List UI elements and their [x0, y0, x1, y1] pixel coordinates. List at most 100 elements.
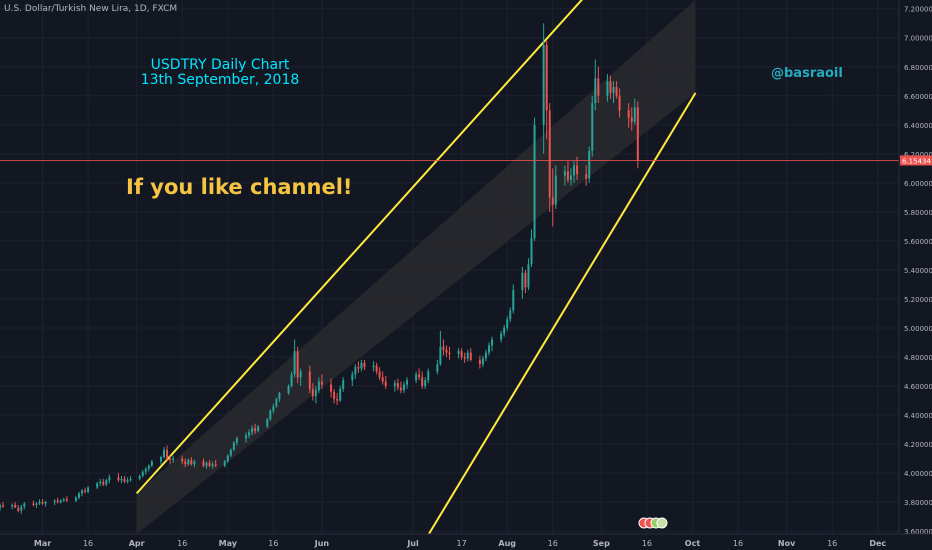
candle [506, 316, 509, 331]
price-tick-label: 4.80000 [904, 354, 932, 362]
candle [542, 23, 545, 154]
channel-lower-line [418, 92, 697, 550]
candle [524, 269, 527, 294]
candle [339, 385, 342, 402]
candle-body [512, 290, 515, 311]
candle-body [405, 380, 408, 385]
candle-body [573, 165, 576, 176]
candle [585, 165, 588, 186]
candle [293, 339, 296, 378]
time-tick-label: 16 [827, 539, 837, 548]
candle-body [159, 457, 162, 462]
candle [612, 81, 615, 104]
candle-body [351, 374, 354, 381]
candle-body [163, 449, 166, 458]
candle-body [427, 371, 430, 381]
candle [418, 368, 421, 381]
candle [351, 371, 354, 386]
candle [120, 475, 123, 484]
candle [266, 417, 269, 429]
price-tick-label: 5.00000 [904, 325, 932, 333]
candle [248, 429, 251, 439]
candle [123, 475, 126, 484]
candle-body [41, 502, 44, 504]
candle-body [87, 487, 90, 492]
candle [126, 477, 129, 484]
price-tick-label: 7.00000 [904, 35, 932, 43]
candle [278, 391, 281, 402]
candle [384, 375, 387, 389]
candle-body [460, 351, 463, 357]
price-tick-label: 5.40000 [904, 267, 932, 275]
candle-body [424, 380, 427, 386]
candle-body [181, 458, 184, 462]
candle [636, 101, 639, 169]
candle [569, 168, 572, 186]
candle [311, 383, 314, 401]
candle [460, 348, 463, 360]
candle [108, 474, 111, 484]
candle [14, 502, 17, 508]
time-axis[interactable]: Mar 16 Apr 16 May 16 Jun Jul 17 Aug 16 Sep 16 Oct 16 No… [0, 533, 932, 550]
candle-body [65, 499, 68, 501]
candle [563, 165, 566, 186]
candle-body [627, 110, 630, 118]
candle [41, 499, 44, 505]
candle-body [205, 462, 208, 466]
candle-body [23, 503, 26, 507]
candle [299, 368, 302, 386]
candle [372, 361, 375, 372]
candle-body [190, 459, 193, 465]
candle [184, 458, 187, 468]
candle [597, 66, 600, 104]
symbol-title: U.S. Dollar/Turkish New Lira, 1D, FXCM [4, 4, 178, 14]
event-markers[interactable] [638, 517, 668, 529]
candle-body [108, 477, 111, 481]
candle-body [254, 428, 257, 431]
candle [448, 346, 451, 360]
candle-body [120, 478, 123, 481]
candle [573, 161, 576, 183]
candle-body [396, 383, 399, 388]
candle [457, 348, 460, 359]
candle [181, 455, 184, 465]
candle-body [500, 333, 503, 340]
candle [214, 459, 217, 468]
candle-body [484, 352, 487, 359]
candle [74, 496, 77, 503]
candle-body [248, 432, 251, 436]
candle [229, 448, 232, 458]
candle [65, 496, 68, 503]
price-tick-label: 5.80000 [904, 209, 932, 217]
candle [551, 168, 554, 227]
candle-body [448, 352, 451, 355]
candle-body [84, 490, 87, 492]
candle-body [487, 345, 490, 353]
candle-body [320, 381, 323, 385]
time-tick-label: 16 [733, 539, 743, 548]
candlestick-series [0, 23, 639, 514]
candle [354, 364, 357, 379]
candle-body [235, 438, 238, 443]
candle-body [463, 356, 466, 359]
price-tick-label: 6.40000 [904, 122, 932, 130]
price-axis[interactable]: 7.20000 7.00000 6.80000 6.60000 6.40000 6.200… [898, 0, 932, 550]
candle [466, 349, 469, 362]
price-tick-label: 4.60000 [904, 383, 932, 391]
candle-body [585, 174, 588, 179]
author-handle: @basraoil [771, 66, 843, 81]
candle [336, 393, 339, 405]
time-tick-label: 17 [457, 539, 467, 548]
candle [527, 258, 530, 291]
candle-body [150, 461, 153, 466]
candle [436, 359, 439, 375]
candle-body [278, 393, 281, 400]
channel-upper-line [135, 0, 583, 495]
candle [594, 59, 597, 111]
candle-body [223, 461, 226, 466]
candle [554, 165, 557, 209]
candle [481, 355, 484, 368]
candle-body [317, 381, 320, 391]
candle [609, 75, 612, 99]
